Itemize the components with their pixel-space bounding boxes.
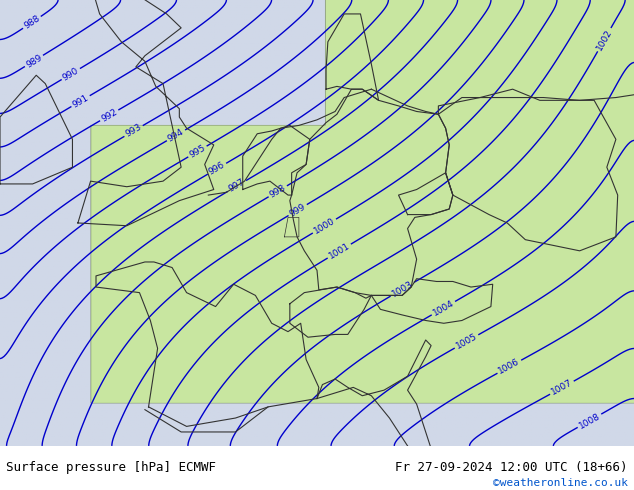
Text: 996: 996 bbox=[207, 160, 227, 177]
Text: 995: 995 bbox=[188, 143, 207, 160]
Text: 1008: 1008 bbox=[577, 411, 602, 430]
Text: 1000: 1000 bbox=[312, 216, 337, 236]
Text: 992: 992 bbox=[100, 107, 119, 123]
Text: 994: 994 bbox=[166, 127, 186, 144]
Text: Surface pressure [hPa] ECMWF: Surface pressure [hPa] ECMWF bbox=[6, 462, 216, 474]
Text: 1002: 1002 bbox=[595, 27, 614, 52]
Text: 993: 993 bbox=[124, 122, 143, 139]
Text: 990: 990 bbox=[61, 66, 81, 82]
Text: Fr 27-09-2024 12:00 UTC (18+66): Fr 27-09-2024 12:00 UTC (18+66) bbox=[395, 462, 628, 474]
Text: 1007: 1007 bbox=[550, 378, 574, 397]
Text: 1001: 1001 bbox=[327, 241, 351, 261]
Text: 1003: 1003 bbox=[390, 279, 415, 299]
Text: 989: 989 bbox=[24, 52, 44, 69]
Text: 1006: 1006 bbox=[497, 357, 522, 376]
Text: 991: 991 bbox=[71, 93, 90, 109]
Text: 999: 999 bbox=[288, 202, 307, 219]
Text: 1004: 1004 bbox=[431, 298, 456, 318]
Text: 1005: 1005 bbox=[454, 332, 479, 351]
Text: 998: 998 bbox=[268, 183, 287, 199]
Text: 997: 997 bbox=[227, 178, 247, 194]
Text: ©weatheronline.co.uk: ©weatheronline.co.uk bbox=[493, 478, 628, 488]
Text: 988: 988 bbox=[22, 14, 42, 31]
